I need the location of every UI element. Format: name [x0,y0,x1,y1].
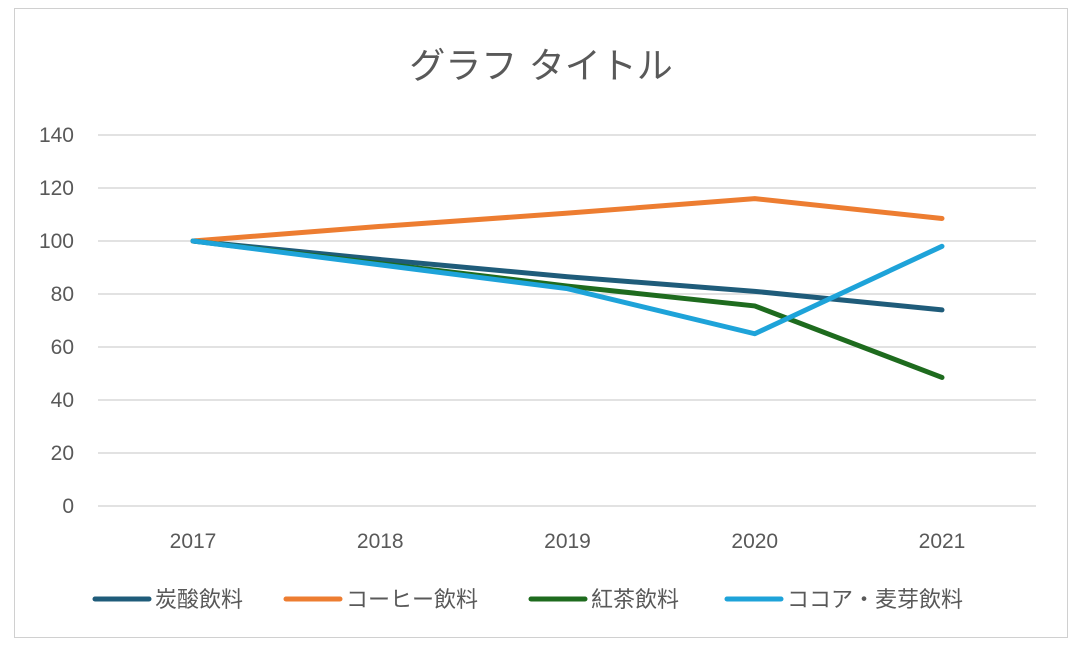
series-line-1 [190,196,945,244]
series-line-3 [190,238,945,337]
y-tick-label: 80 [51,283,74,306]
x-tick-label: 2018 [357,530,404,553]
chart-frame [14,8,1068,638]
legend-label-2: 紅茶飲料 [591,588,679,613]
y-axis-ticks: 0 20 40 60 80 100 120 140 [39,124,74,518]
legend-label-3: ココア・麦芽飲料 [787,588,963,613]
x-tick-label: 2019 [544,530,591,553]
y-tick-label: 60 [51,336,74,359]
legend-label-0: 炭酸飲料 [155,588,243,613]
x-tick-label: 2021 [919,530,966,553]
y-tick-label: 20 [51,442,74,465]
x-tick-label: 2020 [731,530,778,553]
y-tick-label: 40 [51,389,74,412]
series-line-0 [190,238,945,313]
chart-title: グラフ タイトル [409,46,672,87]
legend-label-1: コーヒー飲料 [346,588,478,613]
legend: 炭酸飲料 コーヒー飲料 紅茶飲料 ココア・麦芽飲料 [92,588,963,613]
y-tick-label: 100 [39,230,74,253]
x-tick-label: 2017 [170,530,217,553]
series-lines [190,196,945,380]
gridlines [98,134,1036,507]
y-tick-label: 0 [62,495,74,518]
x-axis-ticks: 2017 2018 2019 2020 2021 [170,530,966,553]
y-tick-label: 140 [39,124,74,147]
series-line-2 [190,238,945,380]
y-tick-label: 120 [39,177,74,200]
